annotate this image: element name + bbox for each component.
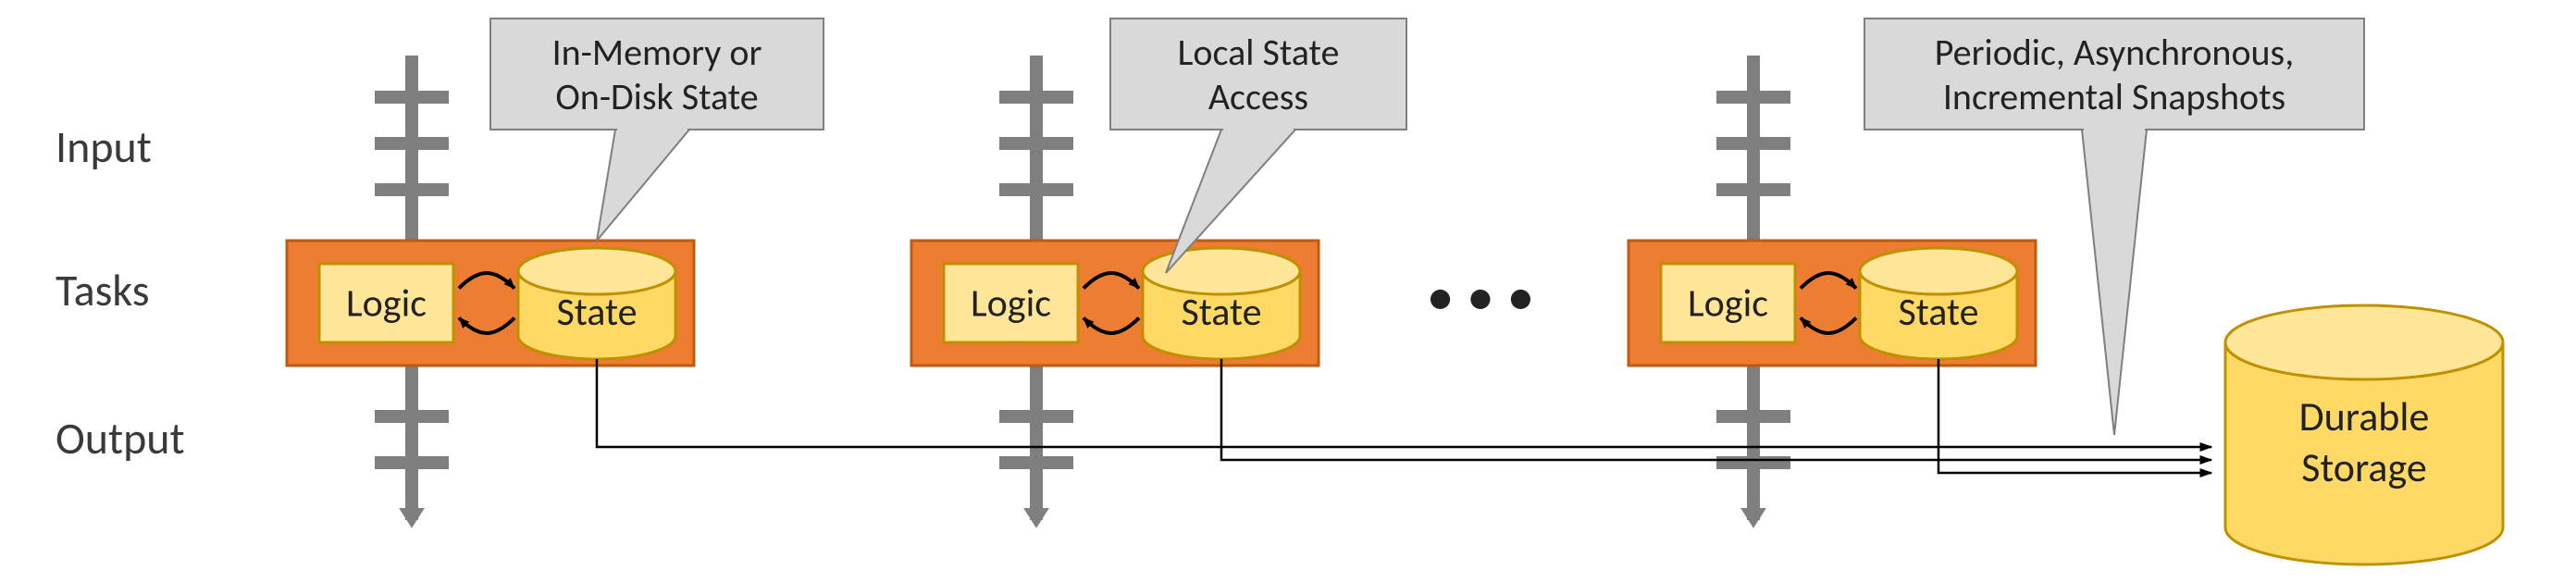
snapshot-line	[1221, 359, 2211, 460]
state-label: State	[1898, 289, 1978, 336]
snapshot-line	[1938, 359, 2211, 473]
logic-label: Logic	[971, 280, 1051, 328]
callout-line: In-Memory or	[552, 30, 762, 75]
durable-storage: DurableStorage	[2225, 305, 2503, 564]
callout-line: Periodic, Asynchronous,	[1935, 30, 2294, 75]
task: Logic State	[287, 241, 694, 366]
logic-label: Logic	[346, 280, 427, 328]
row-label-input: Input	[56, 119, 152, 174]
ellipsis: • • •	[1427, 263, 1535, 330]
row-label-output: Output	[56, 411, 185, 465]
snapshot-line	[597, 359, 2211, 447]
callout-line: Local State	[1178, 30, 1340, 75]
callout-pointer	[597, 130, 689, 241]
callout-pointer	[2082, 130, 2147, 435]
durable-storage-line: Storage	[2301, 442, 2426, 492]
callout-line: Access	[1208, 74, 1308, 119]
task-row: Logic State Logic State Logic State	[287, 241, 2036, 366]
logic-label: Logic	[1688, 280, 1768, 328]
state-label: State	[1181, 289, 1261, 336]
callout-line: Incremental Snapshots	[1943, 74, 2285, 119]
row-label-tasks: Tasks	[56, 263, 150, 317]
callout-line: On-Disk State	[555, 74, 758, 119]
callout-local-state: Local StateAccess	[1110, 19, 1406, 273]
task: Logic State	[911, 241, 1319, 366]
callout-in-memory: In-Memory orOn-Disk State	[490, 19, 824, 241]
task: Logic State	[1629, 241, 2036, 366]
state-label: State	[556, 289, 637, 336]
durable-storage-line: Durable	[2299, 391, 2430, 441]
